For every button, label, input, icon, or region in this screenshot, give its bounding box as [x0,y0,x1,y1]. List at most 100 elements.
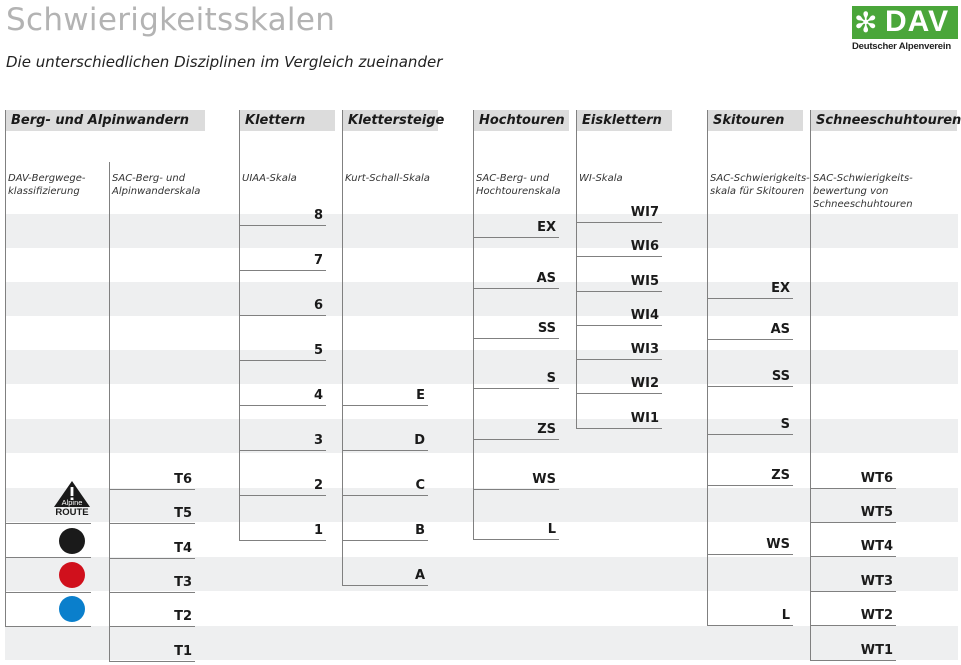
edelweiss-icon: ✻ [854,6,878,39]
scale-uiaa: UIAA-Skala [242,173,297,184]
heading-klettern: Klettern [239,110,335,131]
tick [109,558,195,559]
grade-hochtour: L [547,522,556,537]
grade-schneeschuh: WT4 [860,539,893,554]
grade-schneeschuh: WT5 [860,505,893,520]
tick [707,434,793,435]
column-line [576,110,577,429]
tick [810,488,896,489]
grade-wi: WI7 [630,205,659,220]
tick [5,557,91,558]
page-subtitle: Die unterschiedlichen Disziplinen im Ver… [6,53,443,71]
grade-wi: WI4 [630,308,659,323]
tick [473,489,559,490]
grade-wandern: T5 [174,506,192,521]
tick [342,450,428,451]
grade-klettersteig: B [415,523,425,538]
grade-hochtour: SS [537,321,556,336]
tick [239,540,326,541]
tick [576,359,662,360]
tick [5,592,91,593]
row-stripe [5,214,958,248]
grade-uiaa: 8 [313,208,323,223]
tick [473,539,559,540]
logo-caption: Deutscher Alpenverein [852,41,951,52]
column-line [473,110,474,540]
scale-sac-hoch: SAC-Berg- und Hochtourenskala [476,173,561,197]
row-stripe [5,557,958,591]
logo-box: ✻ DAV [852,5,958,39]
grade-uiaa: 4 [313,388,323,403]
grade-ski: SS [771,369,790,384]
grade-hochtour: EX [537,220,556,235]
tick [239,315,326,316]
tick [707,386,793,387]
grade-hochtour: S [546,371,556,386]
grade-hochtour: WS [532,472,556,487]
heading-skitouren: Skitouren [707,110,803,131]
tick [109,661,195,662]
grade-klettersteig: D [414,433,425,448]
tick [810,522,896,523]
row-stripe [5,350,958,384]
grade-ski: EX [771,281,790,296]
tick [473,338,559,339]
red-circle-icon [59,562,85,588]
scale-wi: WI-Skala [579,173,623,184]
tick [109,523,195,524]
column-line [239,110,240,541]
row-stripe [5,282,958,316]
route-label: ROUTE [55,507,89,518]
tick [810,591,896,592]
grade-klettersteig: E [416,388,425,403]
tick [239,225,326,226]
tick [109,489,195,490]
tick [109,626,195,627]
heading-klettersteige: Klettersteige [342,110,444,131]
alpine-route-icon: Alpine ROUTE [53,480,91,520]
tick [239,270,326,271]
tick [342,540,428,541]
scale-sac-ski: SAC-Schwierigkeits-skala für Skitouren [710,173,810,197]
grade-uiaa: 2 [313,478,323,493]
grade-uiaa: 3 [313,433,323,448]
row-stripe [5,488,958,522]
column-line [707,110,708,626]
row-stripe [5,419,958,453]
grade-ski: ZS [771,468,790,483]
grade-klettersteig: C [415,478,425,493]
alpine-label: Alpine [61,498,83,507]
tick [707,485,793,486]
grade-schneeschuh: WT1 [860,643,893,658]
tick [576,428,662,429]
grade-wandern: T4 [174,541,192,556]
grade-uiaa: 5 [313,343,323,358]
grade-wandern: T6 [174,472,192,487]
scale-sac-schnee: SAC-Schwierigkeits-bewertung von Schneesc… [813,173,913,210]
blue-circle-icon [59,596,85,622]
column-line [109,162,110,662]
row-stripe [5,626,958,660]
grade-wi: WI5 [630,274,659,289]
grade-wandern: T1 [174,644,192,659]
grade-ski: WS [766,537,790,552]
black-circle-icon [59,528,85,554]
grade-wandern: T3 [174,575,192,590]
tick [707,298,793,299]
grade-wi: WI6 [630,239,659,254]
dav-logo: ✻ DAV Deutscher Alpenverein [852,5,958,52]
column-line [810,110,811,661]
grade-uiaa: 7 [313,253,323,268]
heading-eisklettern: Eisklettern [576,110,672,131]
logo-mark: DAV [885,5,950,38]
tick [810,625,896,626]
tick [5,523,91,524]
tick [239,495,326,496]
tick [707,554,793,555]
tick [473,388,559,389]
grade-wandern: T2 [174,609,192,624]
tick [473,288,559,289]
heading-berg: Berg- und Alpinwandern [5,110,205,131]
grade-schneeschuh: WT3 [860,574,893,589]
tick [576,325,662,326]
